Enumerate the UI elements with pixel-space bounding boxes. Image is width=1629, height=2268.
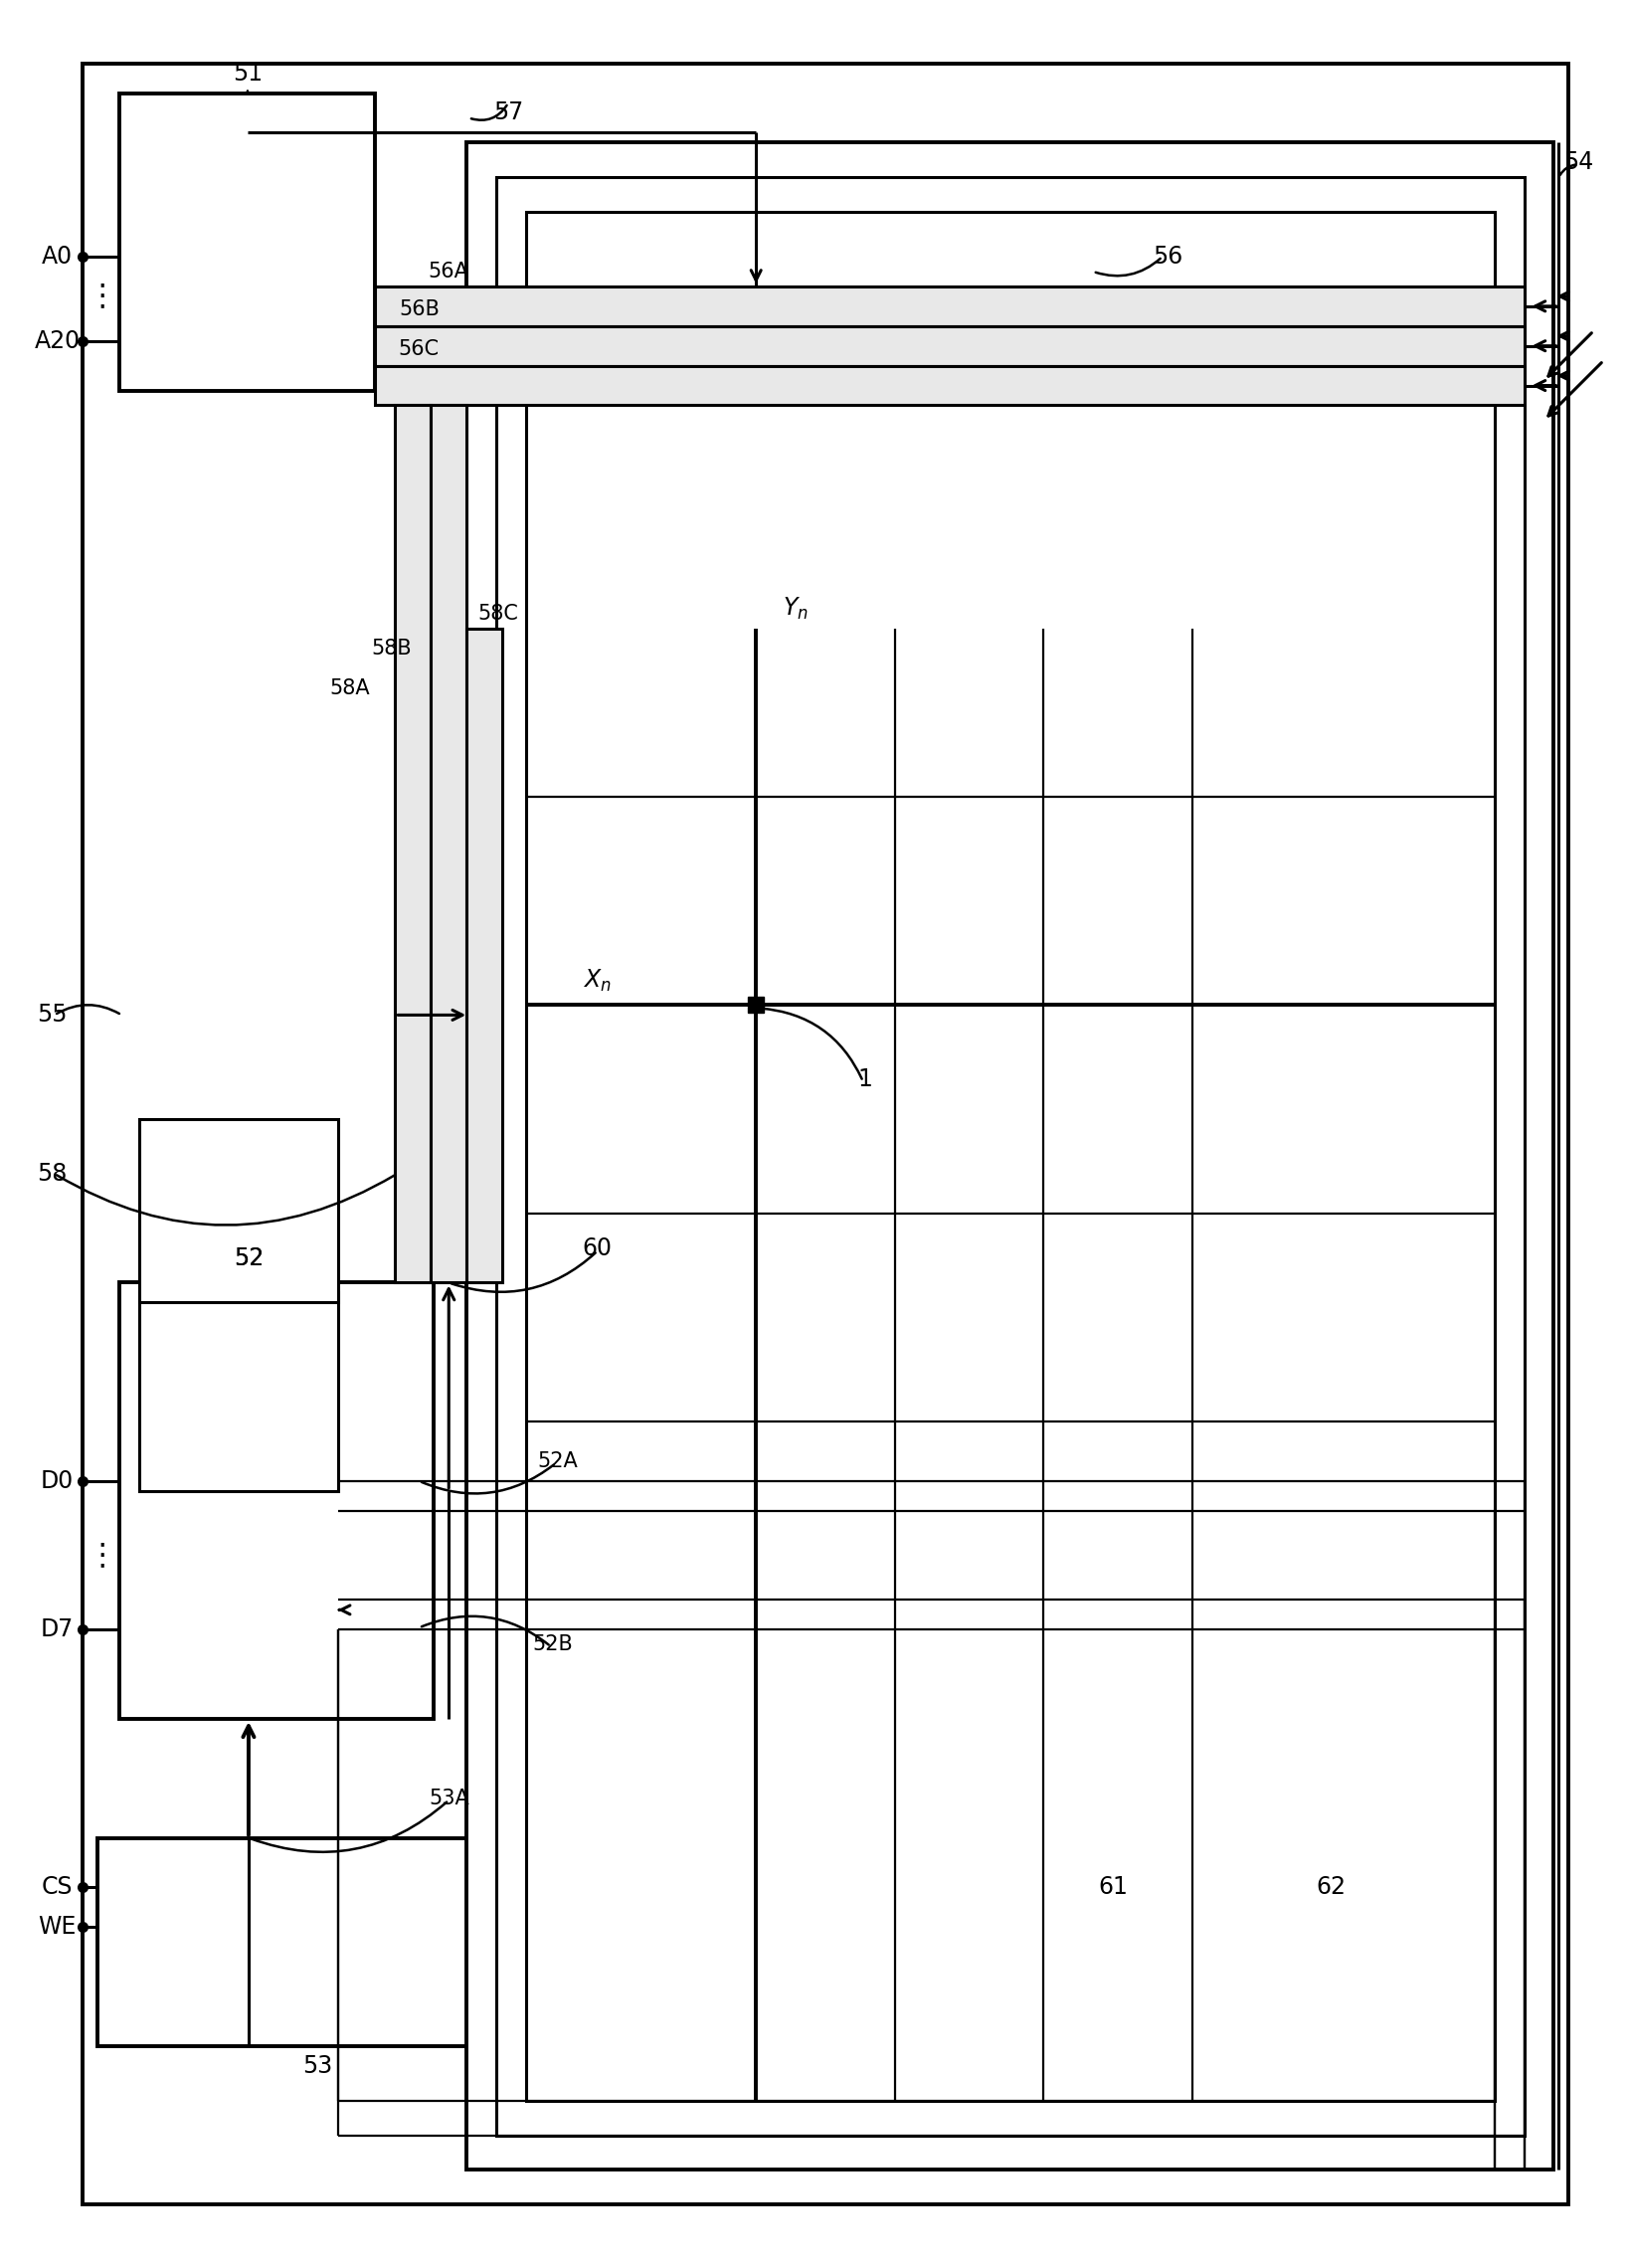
Bar: [466, 143, 1554, 2170]
Text: 58B: 58B: [371, 637, 412, 658]
Text: ⋮: ⋮: [86, 1540, 117, 1569]
Bar: [375, 286, 1525, 327]
Text: 52: 52: [233, 1245, 264, 1270]
Text: D0: D0: [41, 1470, 73, 1492]
Text: CS: CS: [42, 1876, 73, 1898]
Text: 62: 62: [1316, 1876, 1346, 1898]
Text: 60: 60: [583, 1236, 613, 1261]
Text: 58C: 58C: [477, 603, 518, 624]
Bar: [140, 1293, 337, 1490]
Text: 58A: 58A: [329, 678, 370, 699]
Text: 52A: 52A: [538, 1452, 578, 1472]
Text: 56A: 56A: [428, 261, 469, 281]
Bar: [526, 211, 1494, 2100]
Text: 57: 57: [494, 102, 523, 125]
Bar: [98, 1837, 538, 2046]
Text: $X_n$: $X_n$: [583, 968, 611, 993]
Text: 51: 51: [233, 61, 262, 86]
Text: 52B: 52B: [533, 1635, 573, 1653]
Bar: [375, 327, 1525, 365]
Bar: [396, 406, 432, 1284]
Text: 1: 1: [857, 1068, 873, 1091]
Bar: [432, 406, 466, 1284]
Text: 53: 53: [303, 2055, 332, 2077]
Text: A20: A20: [34, 329, 80, 354]
Text: ⋮: ⋮: [86, 281, 117, 311]
Text: $Y_n$: $Y_n$: [784, 596, 808, 621]
Text: A0: A0: [42, 245, 73, 268]
Text: 55: 55: [37, 1002, 67, 1027]
Text: 61: 61: [1098, 1876, 1127, 1898]
Text: 54: 54: [1564, 150, 1593, 175]
Bar: [375, 365, 1525, 406]
Text: 56B: 56B: [399, 299, 440, 320]
Bar: [140, 1118, 337, 1302]
Bar: [497, 177, 1525, 2134]
Text: 58: 58: [37, 1161, 67, 1186]
Text: 56C: 56C: [399, 338, 440, 358]
Text: 56: 56: [1152, 245, 1183, 268]
Text: D7: D7: [41, 1617, 73, 1642]
Text: 52: 52: [233, 1245, 264, 1270]
Bar: [119, 93, 375, 390]
Text: 53A: 53A: [428, 1787, 469, 1808]
Bar: [466, 628, 502, 1284]
Bar: [119, 1284, 433, 1719]
Text: WE: WE: [37, 1914, 77, 1939]
